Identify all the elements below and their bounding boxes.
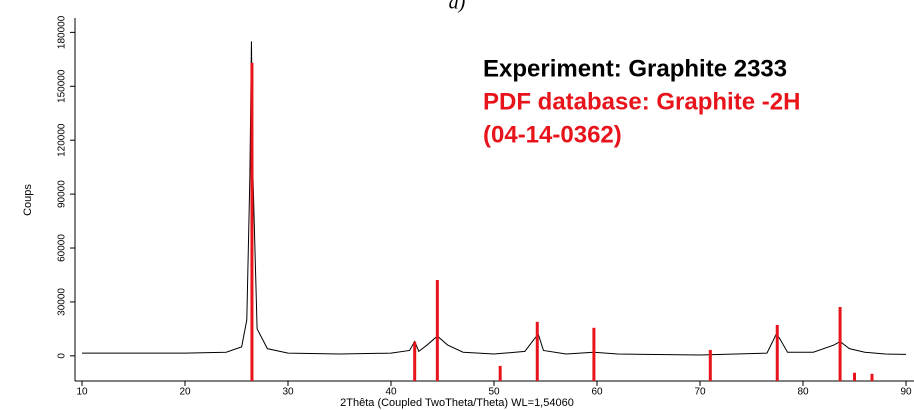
x-tick-label: 90 <box>900 387 912 398</box>
x-axis-label: 2Thêta (Coupled TwoTheta/Theta) WL=1,540… <box>340 397 574 409</box>
x-tick-label: 60 <box>591 387 603 398</box>
y-tick-label: 30000 <box>57 288 68 316</box>
annotation: (04-14-0362) <box>483 121 622 148</box>
y-tick-label: 150000 <box>57 69 68 103</box>
x-tick-label: 80 <box>797 387 809 398</box>
chart-title: a) <box>449 0 466 14</box>
annotation: Experiment: Graphite 2333 <box>483 55 787 82</box>
y-tick-label: 180000 <box>57 15 68 49</box>
annotation: PDF database: Graphite -2H <box>483 88 800 115</box>
x-tick-label: 50 <box>488 387 500 398</box>
y-tick-label: 90000 <box>57 180 68 208</box>
x-tick-label: 40 <box>385 387 397 398</box>
y-axis-label: Coups <box>22 184 34 216</box>
x-tick-label: 30 <box>282 387 294 398</box>
y-tick-label: 120000 <box>57 123 68 157</box>
x-tick-label: 10 <box>76 387 88 398</box>
y-tick-label: 0 <box>57 353 68 359</box>
y-tick-label: 60000 <box>57 234 68 262</box>
x-tick-label: 20 <box>179 387 191 398</box>
x-tick-label: 70 <box>694 387 706 398</box>
